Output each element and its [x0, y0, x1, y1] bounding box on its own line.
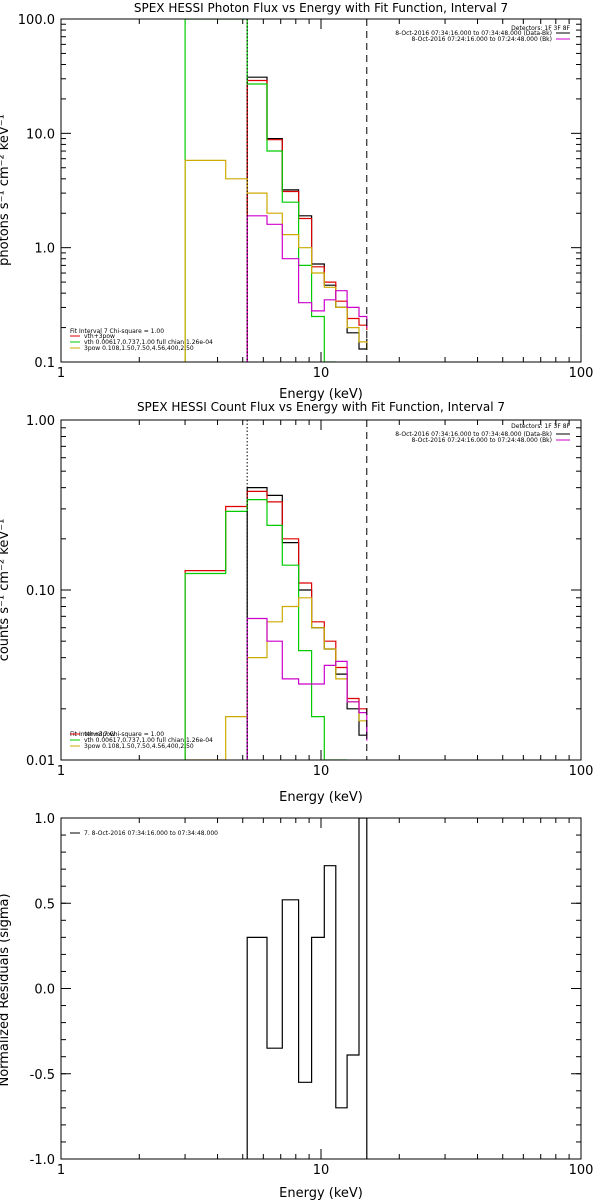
residuals-y-tick-label: -0.5	[30, 1068, 55, 1083]
photon-panel-xlabel: Energy (keV)	[279, 387, 363, 402]
photon-x-tick-label: 100	[569, 366, 594, 381]
count-detectors-label: Detectors: 1F 3F 8F	[511, 423, 570, 430]
count-x-tick-label: 10	[313, 764, 330, 779]
count-y-tick-label: 0.01	[26, 754, 55, 769]
count-panel-xlabel: Energy (keV)	[279, 790, 363, 805]
count-series-3pow	[185, 597, 368, 760]
photon-legend-right-entry: 8-Oct-2016 07:34:16.000 to 07:34:48.000 …	[395, 30, 552, 37]
photon-legend-right-entry: 8-Oct-2016 07:24:16.000 to 07:24:48.000 …	[412, 36, 553, 43]
photon-series-vth_3pow	[246, 79, 368, 362]
count-series-vth	[184, 499, 348, 760]
photon-y-tick-label: 10.0	[26, 127, 55, 142]
count-legend-left-entry: 3pow 0.108,1.50,7.50,4.56,400,2.50	[84, 743, 194, 750]
photon-series-data	[246, 76, 368, 362]
residuals-plot-frame	[60, 817, 582, 1160]
count-legend-left-entry: vth+3pow	[84, 731, 115, 738]
photon-y-tick-label: 100.0	[18, 13, 55, 28]
count-y-tick-label: 1.00	[26, 414, 55, 429]
residuals-y-tick-label: 0.0	[34, 983, 55, 998]
count-x-tick-label: 100	[569, 764, 594, 779]
photon-detectors-label: Detectors: 1F 3F 8F	[511, 25, 570, 32]
residuals-legend-left-entry: 7. 8-Oct-2016 07:34:16.000 to 07:34:48.0…	[84, 830, 218, 837]
count-legend-right-entry: 8-Oct-2016 07:24:16.000 to 07:24:48.000 …	[412, 437, 553, 444]
count-flux-panel: SPEX HESSI Count Flux vs Energy with Fit…	[0, 400, 593, 805]
count-legend-title: Fit Interval 7 Chi-square = 1.00	[70, 731, 164, 738]
residuals-y-tick-label: -1.0	[30, 1153, 55, 1168]
count-series-data	[246, 487, 368, 760]
residuals-x-tick-label: 10	[313, 1163, 330, 1178]
photon-plot-area	[184, 19, 368, 362]
count-panel-title: SPEX HESSI Count Flux vs Energy with Fit…	[137, 400, 505, 414]
photon-panel-ylabel: photons s⁻¹ cm⁻² keV⁻¹	[0, 114, 12, 266]
photon-series-3pow	[184, 159, 368, 362]
photon-series-bk	[246, 215, 368, 362]
photon-flux-panel: SPEX HESSI Photon Flux vs Energy with Fi…	[0, 1, 593, 402]
count-y-tick-label: 0.10	[26, 584, 55, 599]
count-plot-frame	[60, 419, 582, 761]
residuals-y-tick-label: 0.5	[34, 897, 55, 912]
photon-legend-left-entry: 3pow 0.108,1.50,7.50,4.56,400,2.50	[84, 345, 194, 352]
residuals-plot-area	[246, 818, 368, 1159]
photon-legend-left-entry: vth+3pow	[84, 333, 115, 340]
residuals-x-tick-label: 1	[57, 1163, 65, 1178]
residuals-panel: Normalized Residuals (sigma) Energy (keV…	[0, 812, 593, 1200]
residuals-panel-ylabel: Normalized Residuals (sigma)	[0, 893, 12, 1086]
photon-legend-left-entry: vth 0.00617,0.737,1.00 full chian 1.26e-…	[84, 339, 213, 346]
photon-panel-title: SPEX HESSI Photon Flux vs Energy with Fi…	[134, 1, 508, 15]
photon-x-tick-label: 1	[57, 366, 65, 381]
count-series-vth_3pow	[184, 490, 368, 760]
count-legend-left-entry: vth 0.00617,0.737,1.00 full chian 1.26e-…	[84, 737, 213, 744]
residuals-y-tick-label: 1.0	[34, 812, 55, 827]
count-legend-right-entry: 8-Oct-2016 07:34:16.000 to 07:34:48.000 …	[395, 431, 552, 438]
count-x-tick-label: 1	[57, 764, 65, 779]
photon-y-tick-label: 1.0	[34, 242, 55, 257]
photon-x-tick-label: 10	[313, 366, 330, 381]
residuals-panel-xlabel: Energy (keV)	[279, 1186, 363, 1200]
count-panel-ylabel: counts s⁻¹ cm⁻² keV⁻¹	[0, 519, 12, 662]
residuals-x-tick-label: 100	[569, 1163, 594, 1178]
photon-legend-title: Fit Interval 7 Chi-square = 1.00	[70, 328, 164, 335]
count-series-bk	[246, 617, 368, 760]
residuals-series-residuals	[246, 818, 368, 1159]
photon-y-tick-label: 0.1	[34, 356, 55, 371]
photon-plot-frame	[60, 18, 582, 363]
photon-series-vth	[184, 19, 336, 362]
count-plot-area	[184, 487, 368, 760]
